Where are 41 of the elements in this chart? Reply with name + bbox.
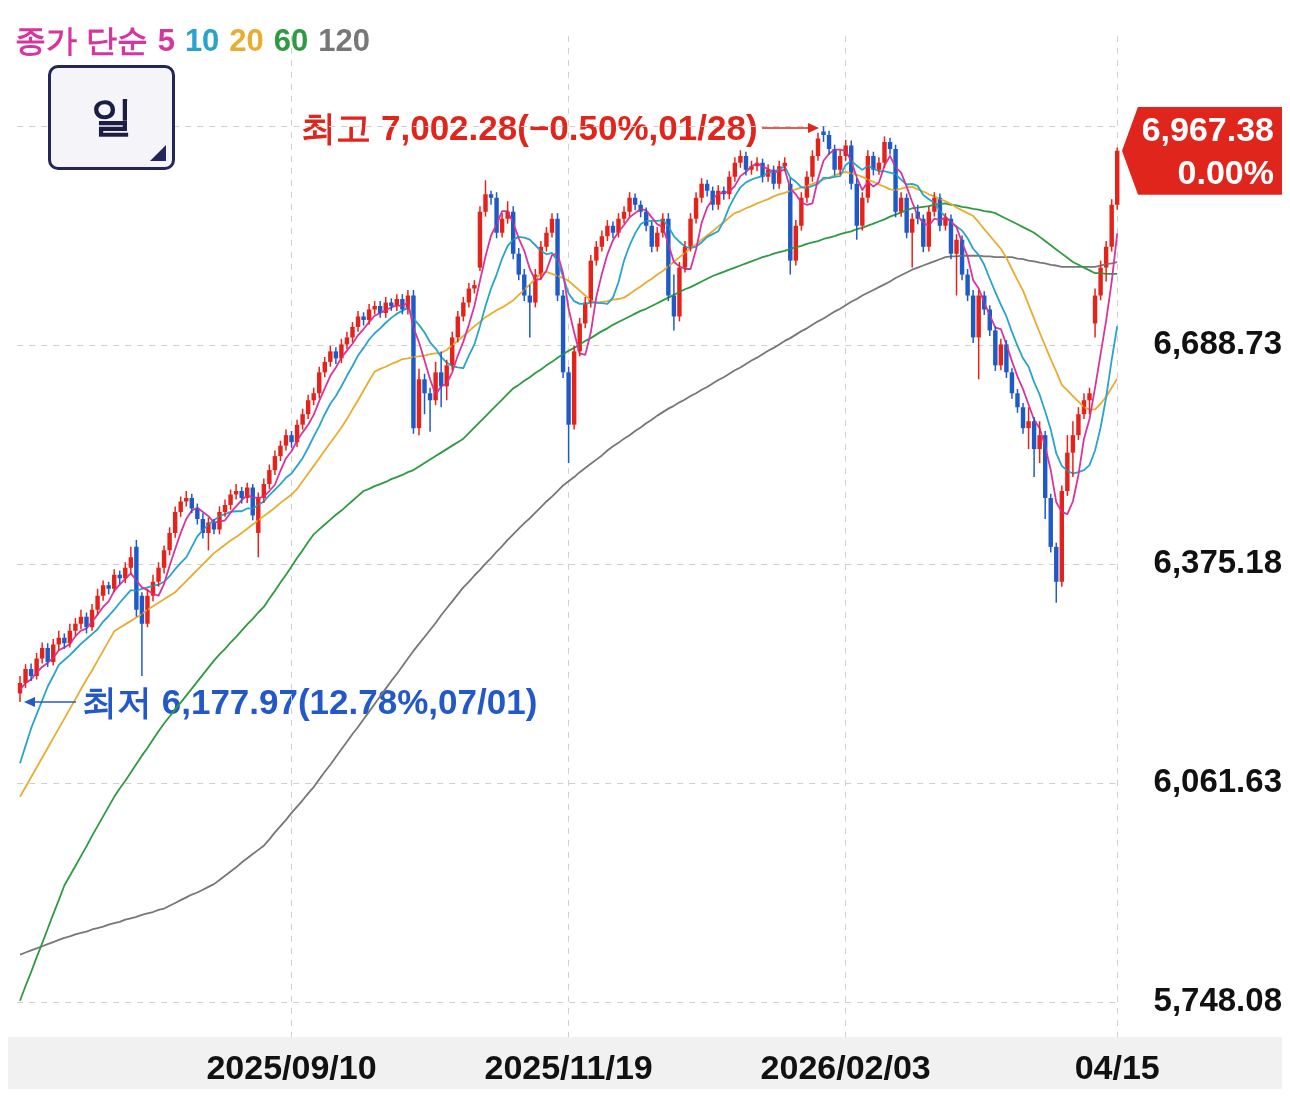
candlestick (95, 588, 100, 617)
candlestick (993, 325, 998, 372)
candlestick (1087, 386, 1092, 415)
candlestick (1026, 406, 1031, 450)
candlestick (566, 365, 571, 464)
y-tick-label: 6,061.63 (1153, 762, 1282, 800)
candlestick (860, 191, 865, 232)
text: 60 (273, 23, 309, 58)
candlestick (1109, 198, 1114, 253)
text: 120 (318, 23, 371, 58)
y-tick-label: 5,748.08 (1153, 981, 1282, 1019)
candlestick (1015, 388, 1020, 414)
price-tag: 6,967.38 0.00% (1122, 106, 1282, 195)
y-tick-label: 6,688.73 (1153, 324, 1282, 362)
candlestick (1076, 406, 1081, 441)
candlestick (422, 372, 427, 415)
candlestick (699, 177, 704, 204)
x-tick-label: 2025/09/10 (206, 1047, 377, 1086)
candlestick (267, 463, 272, 490)
candlestick (627, 191, 632, 218)
x-tick-label: 2026/02/03 (760, 1047, 931, 1086)
candlestick (483, 179, 488, 218)
candlestick (810, 149, 815, 183)
candlestick (965, 268, 970, 302)
text: 20 (229, 23, 264, 58)
annotation: 일 (89, 92, 134, 142)
period-button: 일 (48, 65, 175, 170)
text: 10 (184, 23, 220, 58)
candlestick (544, 226, 549, 253)
candlestick (328, 345, 333, 368)
candlestick (178, 495, 183, 518)
candlestick (300, 407, 305, 431)
x-tick-label: 04/15 (1074, 1047, 1160, 1086)
y-tick-label: 6,375.18 (1153, 543, 1282, 581)
candlestick (954, 233, 959, 297)
x-tick-label: 2025/11/19 (484, 1047, 653, 1086)
candlestick (594, 240, 599, 267)
legend-title: 종가 단순 (15, 23, 148, 58)
annotation: 최고 7,002.28(−0.50%,01/28) (301, 108, 758, 149)
text: 5 (157, 23, 175, 58)
candlestick (156, 561, 161, 588)
